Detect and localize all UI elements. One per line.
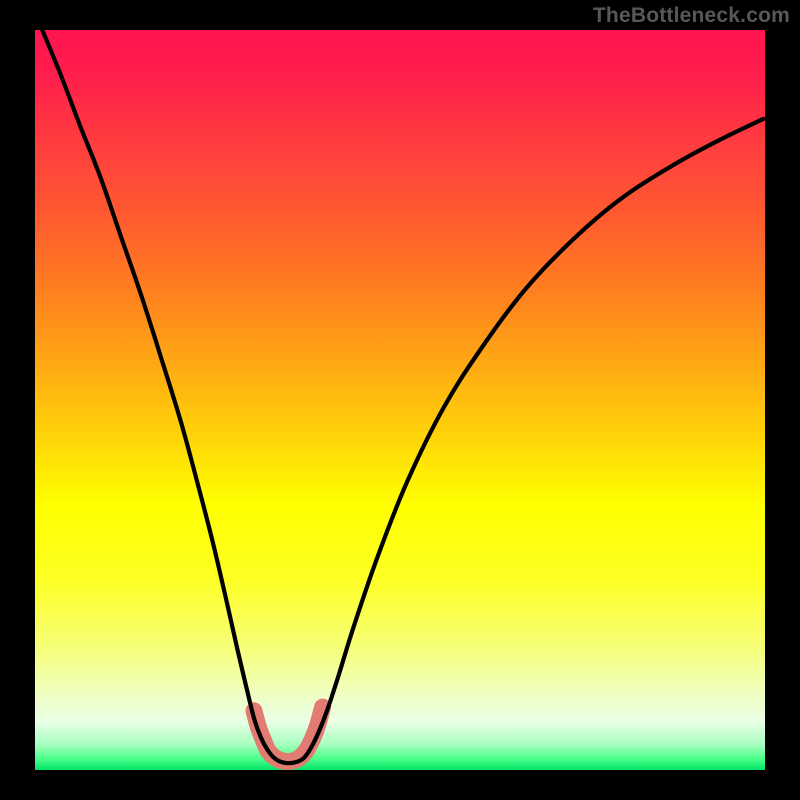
watermark-text: TheBottleneck.com [593, 4, 790, 28]
bottleneck-chart [0, 0, 800, 800]
plot-background [35, 30, 765, 770]
